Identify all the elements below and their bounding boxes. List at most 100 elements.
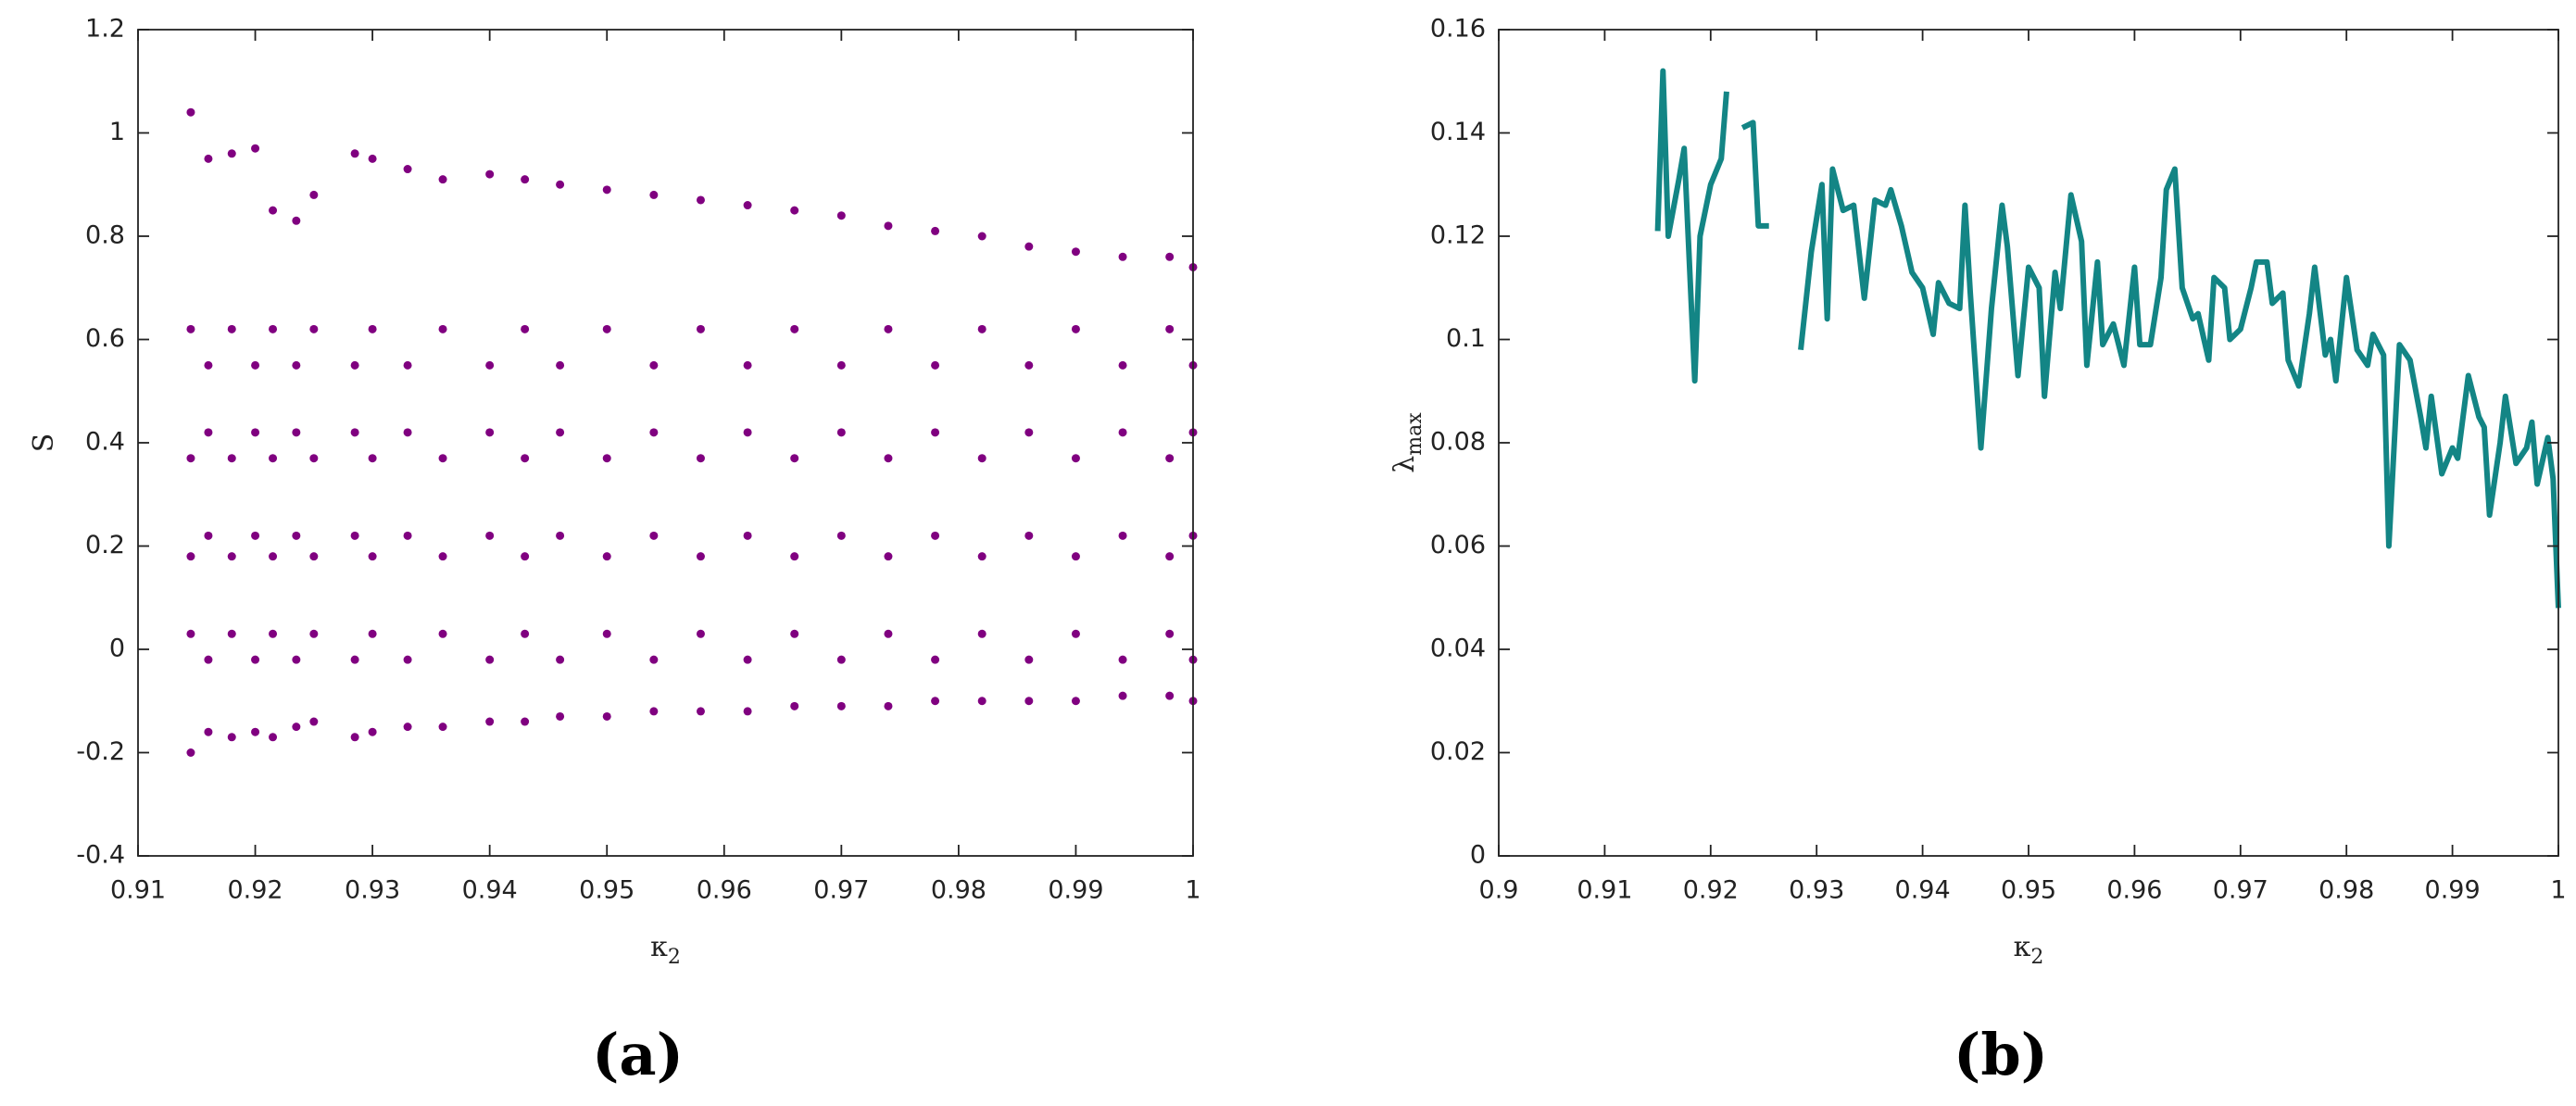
point (186, 454, 195, 463)
point (836, 701, 846, 710)
y-tick-label: 0 (1470, 841, 1486, 870)
point (1071, 247, 1080, 257)
point (696, 324, 705, 333)
point (696, 195, 705, 205)
panel-caption: (a) (592, 1021, 684, 1088)
x-tick-label: 0.96 (2106, 876, 2162, 905)
point (743, 201, 752, 210)
y-label-symbol: λ (1389, 456, 1421, 473)
y-tick-label: 0.2 (85, 531, 125, 559)
point (292, 655, 301, 664)
y-tick-label: 0.4 (85, 428, 125, 457)
point (884, 221, 893, 231)
point (204, 360, 213, 370)
point (1024, 428, 1034, 437)
point (743, 531, 752, 540)
line-segment (1740, 119, 1769, 229)
point (743, 428, 752, 437)
x-tick-label: 0.9 (1479, 876, 1519, 905)
point (350, 360, 359, 370)
point (204, 727, 213, 736)
point (186, 748, 195, 757)
point (204, 428, 213, 437)
point (977, 454, 986, 463)
point (227, 629, 236, 638)
y-tick-label: 1.2 (85, 15, 125, 44)
y-tick-label: 0.06 (1430, 531, 1486, 559)
point (1118, 691, 1127, 700)
point (368, 454, 377, 463)
x-tick-label: 0.91 (110, 876, 166, 905)
point (350, 531, 359, 540)
point (556, 711, 565, 721)
y-tick-label: 0.14 (1430, 118, 1486, 146)
point (931, 531, 940, 540)
point (269, 552, 278, 561)
point (556, 531, 565, 540)
y-axis-label: λmax (1389, 412, 1426, 473)
x-tick-label: 0.96 (697, 876, 752, 905)
y-tick-label: 1 (109, 118, 125, 146)
point (836, 211, 846, 220)
point (251, 428, 260, 437)
point (1118, 360, 1127, 370)
point (1071, 324, 1080, 333)
x-tick-label: 0.93 (345, 876, 400, 905)
point (1024, 655, 1034, 664)
y-tick-label: 0.1 (1446, 324, 1486, 353)
point (403, 360, 412, 370)
point (403, 165, 412, 174)
point (204, 154, 213, 163)
x-tick-label: 0.94 (1895, 876, 1951, 905)
point (485, 360, 495, 370)
x-tick-label: 0.94 (462, 876, 518, 905)
x-tick-label: 0.92 (227, 876, 283, 905)
point (350, 655, 359, 664)
point (977, 324, 986, 333)
point (403, 655, 412, 664)
point (292, 360, 301, 370)
point (403, 531, 412, 540)
point (1071, 454, 1080, 463)
x-tick-label: 0.98 (2318, 876, 2374, 905)
point (696, 707, 705, 716)
x-tick-label: 0.91 (1577, 876, 1632, 905)
point (227, 454, 236, 463)
point (884, 701, 893, 710)
x-tick-label: 0.98 (931, 876, 986, 905)
point (649, 428, 659, 437)
x-tick-label: 0.93 (1789, 876, 1844, 905)
point (696, 629, 705, 638)
point (485, 655, 495, 664)
y-label-subscript: max (1403, 412, 1426, 456)
point (743, 360, 752, 370)
point (556, 180, 565, 189)
x-tick-label: 1 (1185, 876, 1200, 905)
point (438, 629, 447, 638)
point (1165, 691, 1175, 700)
panel-caption: (b) (1954, 1021, 2048, 1088)
point (1165, 324, 1175, 333)
point (1165, 629, 1175, 638)
point (790, 629, 799, 638)
point (1024, 697, 1034, 706)
point (350, 428, 359, 437)
point (790, 206, 799, 215)
x-tick-label: 1 (2550, 876, 2566, 905)
x-tick-label: 0.97 (2213, 876, 2268, 905)
point (1024, 531, 1034, 540)
point (485, 717, 495, 726)
point (186, 629, 195, 638)
point (309, 324, 319, 333)
point (292, 428, 301, 437)
point (743, 707, 752, 716)
y-tick-label: 0.04 (1430, 635, 1486, 663)
point (269, 629, 278, 638)
point (227, 733, 236, 742)
point (836, 531, 846, 540)
point (649, 531, 659, 540)
point (403, 428, 412, 437)
point (438, 723, 447, 732)
point (884, 324, 893, 333)
point (292, 531, 301, 540)
